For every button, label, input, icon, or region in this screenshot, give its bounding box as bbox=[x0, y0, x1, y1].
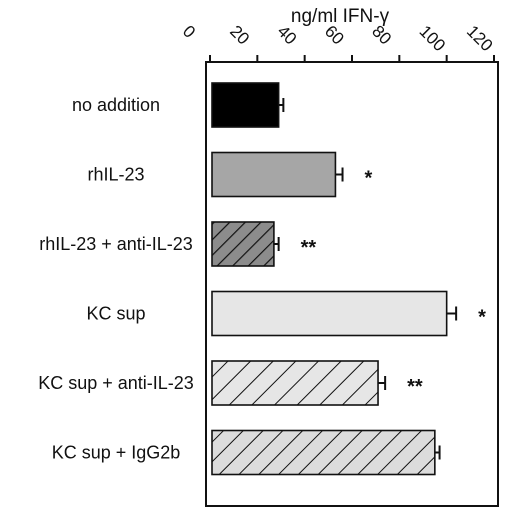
plot-frame bbox=[205, 61, 499, 507]
significance-marker: * bbox=[478, 307, 486, 329]
category-label: KC sup bbox=[86, 304, 145, 324]
category-label: no addition bbox=[72, 95, 160, 115]
x-tick-label: 120 bbox=[463, 22, 496, 55]
bar-2 bbox=[211, 221, 275, 267]
category-label: KC sup + IgG2b bbox=[52, 443, 181, 463]
x-axis-title: ng/ml IFN-γ bbox=[291, 6, 390, 27]
category-label: rhIL-23 + anti-IL-23 bbox=[39, 234, 193, 254]
bar-3 bbox=[211, 290, 448, 337]
bar-0 bbox=[211, 82, 280, 128]
category-labels: no addition rhIL-23 rhIL-23 + anti-IL-23 KC… bbox=[38, 95, 194, 463]
category-label: rhIL-23 bbox=[87, 165, 144, 185]
x-tick-label: 20 bbox=[226, 22, 253, 49]
bar-1 bbox=[211, 151, 337, 198]
x-tick-label: 0 bbox=[179, 22, 199, 42]
category-label: KC sup + anti-IL-23 bbox=[38, 373, 194, 393]
bar-4 bbox=[211, 360, 379, 406]
error-bar-4 bbox=[378, 376, 387, 390]
error-bar-2 bbox=[273, 237, 280, 251]
error-bar-5 bbox=[434, 445, 441, 460]
error-bar-3 bbox=[446, 306, 458, 321]
significance-marker: ** bbox=[407, 376, 423, 398]
significance-marker: * bbox=[365, 168, 373, 190]
significance-marker: ** bbox=[301, 237, 317, 259]
x-tick-label: 100 bbox=[416, 22, 449, 55]
bar-5 bbox=[211, 429, 436, 476]
error-bar-1 bbox=[335, 167, 344, 182]
error-bar-0 bbox=[278, 98, 285, 112]
x-axis-ticks: 0 20 40 60 80 100 120 bbox=[179, 22, 496, 62]
bars-group: ****** bbox=[211, 82, 486, 476]
